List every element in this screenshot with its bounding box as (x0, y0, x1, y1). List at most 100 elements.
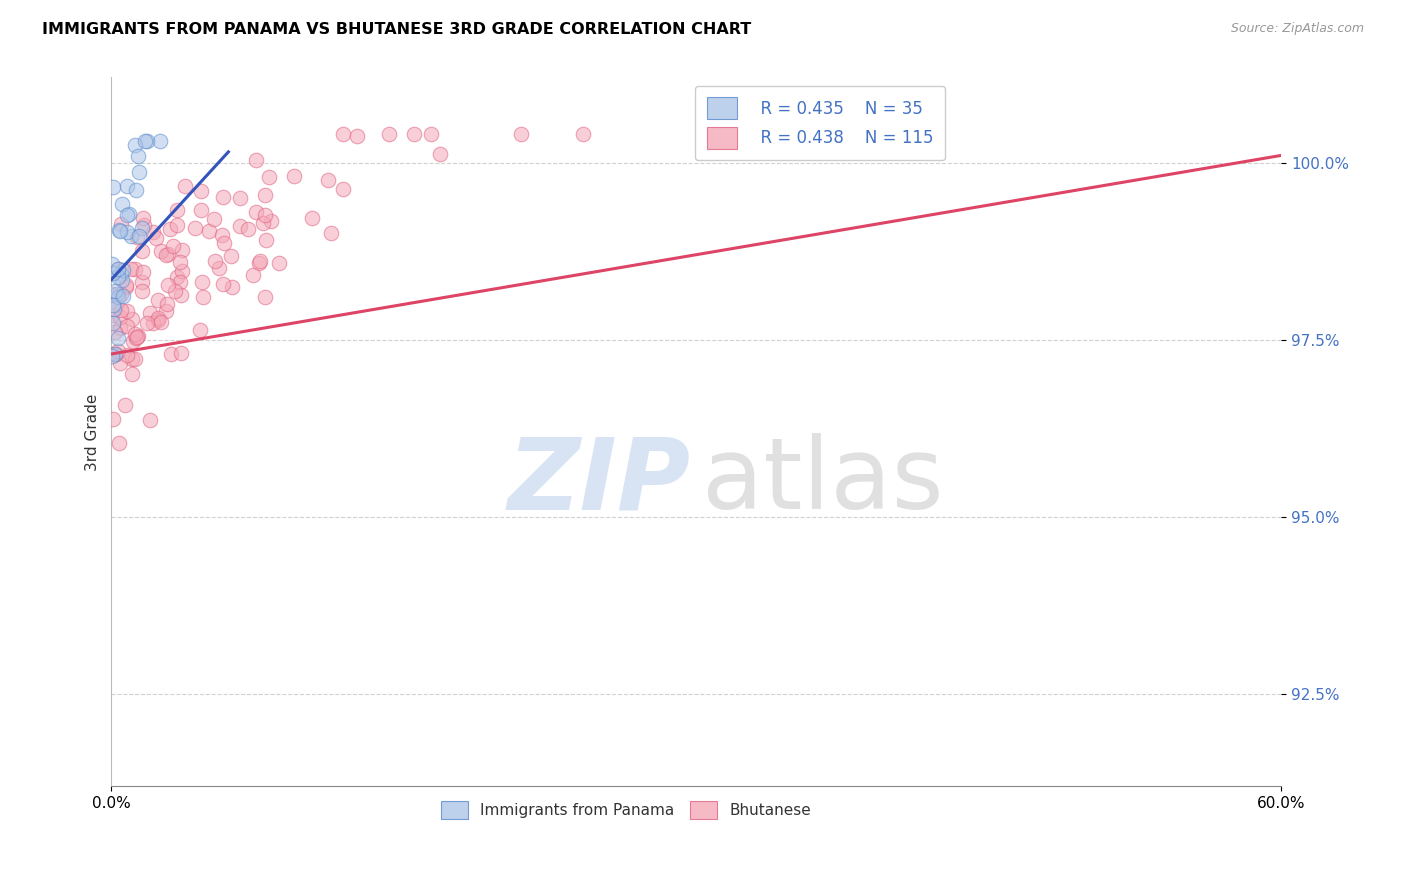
Point (124, 137, 146, 152)
Point (112, 262, 135, 277)
Point (101, 266, 124, 280)
Point (157, 246, 180, 260)
Point (103, 347, 125, 361)
Point (301, 211, 323, 226)
Point (110, 224, 132, 238)
Point (160, 346, 183, 360)
Point (142, 225, 165, 239)
Point (135, 134, 157, 148)
Point (191, 275, 214, 289)
Point (204, 253, 226, 268)
Point (107, 435, 129, 450)
Point (139, 413, 162, 427)
Point (127, 330, 149, 344)
Point (378, 127, 401, 141)
Point (150, 244, 173, 258)
Point (253, 188, 276, 202)
Point (101, 308, 124, 322)
Point (170, 288, 193, 302)
Point (103, 301, 125, 316)
Point (134, 134, 156, 148)
Point (146, 313, 169, 327)
Point (104, 297, 127, 311)
Point (115, 348, 138, 362)
Point (247, 256, 270, 270)
Point (101, 287, 124, 301)
Text: ZIP: ZIP (508, 434, 690, 530)
Point (131, 220, 153, 235)
Point (115, 280, 138, 294)
Point (169, 275, 191, 289)
Point (108, 223, 131, 237)
Point (127, 149, 149, 163)
Point (115, 278, 138, 293)
Point (204, 211, 226, 226)
Point (155, 304, 177, 318)
Point (135, 316, 157, 330)
Point (267, 256, 290, 270)
Point (104, 347, 127, 361)
Point (101, 298, 124, 312)
Point (420, 127, 443, 141)
Point (139, 306, 162, 320)
Point (346, 128, 368, 143)
Point (104, 284, 127, 298)
Point (245, 153, 267, 168)
Point (122, 334, 145, 349)
Point (121, 311, 143, 326)
Point (111, 272, 134, 286)
Point (172, 264, 194, 278)
Point (110, 217, 132, 231)
Point (125, 182, 148, 196)
Point (170, 243, 193, 257)
Point (170, 346, 193, 360)
Point (198, 224, 221, 238)
Point (221, 280, 243, 294)
Point (214, 236, 236, 251)
Point (165, 284, 187, 298)
Point (107, 290, 129, 304)
Point (184, 220, 207, 235)
Point (190, 184, 212, 198)
Point (124, 327, 146, 342)
Point (219, 248, 242, 262)
Point (108, 320, 131, 334)
Point (190, 203, 212, 218)
Point (108, 356, 131, 370)
Point (132, 265, 155, 279)
Point (121, 352, 143, 367)
Point (404, 127, 426, 141)
Point (131, 275, 153, 289)
Point (107, 269, 129, 284)
Text: atlas: atlas (702, 434, 943, 530)
Point (259, 169, 281, 184)
Point (283, 169, 305, 183)
Point (110, 310, 132, 324)
Point (332, 127, 354, 141)
Point (125, 330, 148, 344)
Point (107, 330, 129, 344)
Point (115, 208, 138, 222)
Point (107, 262, 129, 277)
Point (211, 227, 233, 242)
Point (114, 398, 136, 412)
Point (121, 367, 143, 381)
Point (124, 351, 146, 366)
Point (104, 347, 127, 361)
Point (166, 203, 188, 218)
Point (120, 229, 142, 244)
Point (142, 316, 165, 330)
Point (127, 329, 149, 343)
Legend: Immigrants from Panama, Bhutanese: Immigrants from Panama, Bhutanese (434, 795, 817, 825)
Point (115, 225, 138, 239)
Point (242, 268, 264, 283)
Point (429, 146, 451, 161)
Point (148, 311, 170, 326)
Point (111, 289, 134, 303)
Point (101, 257, 124, 271)
Point (156, 277, 179, 292)
Point (238, 222, 260, 236)
Point (188, 323, 211, 337)
Point (107, 262, 129, 277)
Point (101, 349, 124, 363)
